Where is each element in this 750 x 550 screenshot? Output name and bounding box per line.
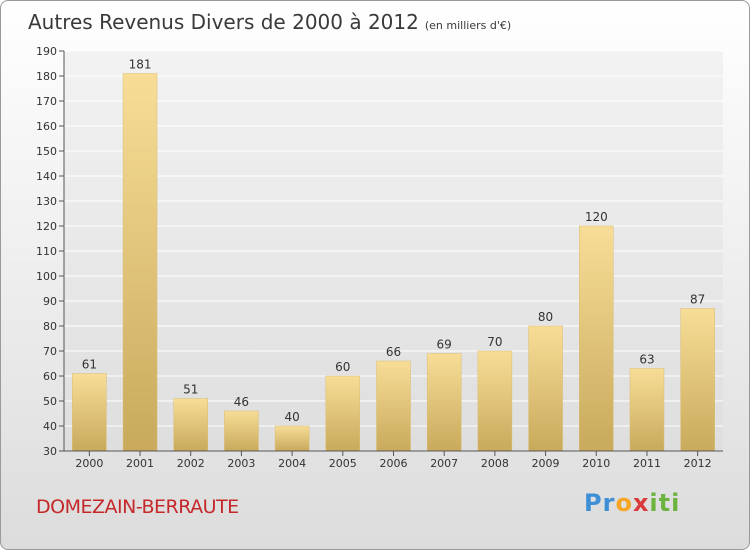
x-tick-label-2005: 2005 <box>329 457 357 470</box>
bar-2002 <box>173 398 208 452</box>
y-tick-label: 60 <box>43 370 57 383</box>
data-label-2000: 61 <box>82 358 97 372</box>
logo-letter: i <box>649 489 659 517</box>
bar-2006 <box>376 360 411 452</box>
bar-2001 <box>122 73 158 452</box>
y-tick-label: 140 <box>36 170 57 183</box>
x-tick-label-2009: 2009 <box>532 457 560 470</box>
data-label-2002: 51 <box>183 383 198 397</box>
bar-2009 <box>528 325 563 452</box>
data-label-2010: 120 <box>585 210 608 224</box>
y-tick-label: 70 <box>43 345 57 358</box>
logo-letter: o <box>615 489 633 517</box>
x-tick-label-2008: 2008 <box>481 457 509 470</box>
y-tick-label: 130 <box>36 195 57 208</box>
data-label-2007: 69 <box>437 338 452 352</box>
x-tick-label-2007: 2007 <box>430 457 458 470</box>
y-tick-label: 160 <box>36 120 57 133</box>
bar-2003 <box>224 410 259 452</box>
bar-2008 <box>477 350 513 452</box>
logo-letter: P <box>584 489 603 517</box>
bar-2007 <box>426 353 462 452</box>
y-tick-label: 90 <box>43 295 57 308</box>
y-tick-label: 170 <box>36 95 57 108</box>
y-tick-label: 150 <box>36 145 57 158</box>
y-tick-label: 110 <box>36 245 57 258</box>
y-tick-label: 40 <box>43 420 57 433</box>
data-label-2006: 66 <box>386 345 401 359</box>
y-tick-label: 80 <box>43 320 57 333</box>
data-label-2009: 80 <box>538 310 553 324</box>
logo-letter: t <box>658 489 672 517</box>
y-tick-label: 100 <box>36 270 57 283</box>
logo-letter: r <box>602 489 616 517</box>
x-tick-label-2002: 2002 <box>177 457 205 470</box>
x-tick-label-2003: 2003 <box>227 457 255 470</box>
data-label-2008: 70 <box>487 335 502 349</box>
data-label-2004: 40 <box>284 410 299 424</box>
y-tick-label: 50 <box>43 395 57 408</box>
x-tick-label-2011: 2011 <box>633 457 661 470</box>
y-tick-label: 190 <box>36 45 57 58</box>
bar-2004 <box>274 425 310 452</box>
bar-2005 <box>325 375 361 452</box>
y-tick-label: 30 <box>43 445 57 458</box>
y-tick-label: 180 <box>36 70 57 83</box>
logo-letter: x <box>632 489 650 517</box>
data-label-2012: 87 <box>690 293 705 307</box>
y-tick-label: 120 <box>36 220 57 233</box>
x-tick-label-2010: 2010 <box>582 457 610 470</box>
data-label-2005: 60 <box>335 360 350 374</box>
chart-title-main: Autres Revenus Divers de 2000 à 2012 <box>28 10 419 34</box>
bar-2000 <box>72 373 107 452</box>
data-label-2011: 63 <box>639 353 654 367</box>
logo-letter: i <box>671 489 681 517</box>
bar-2011 <box>629 368 665 452</box>
x-tick-label-2006: 2006 <box>380 457 408 470</box>
x-tick-label-2000: 2000 <box>75 457 103 470</box>
chart-title-unit: (en milliers d'€) <box>424 19 512 32</box>
data-label-2001: 181 <box>129 58 152 72</box>
bar-2010 <box>579 225 614 452</box>
bar-chart: 61 181 51 46 40 60 66 69 70 80 120 63 87 30 40 50 60 70 8… <box>36 45 723 470</box>
x-tick-label-2004: 2004 <box>278 457 306 470</box>
chart-title: Autres Revenus Divers de 2000 à 2012 (en … <box>28 10 511 34</box>
x-tick-label-2012: 2012 <box>684 457 712 470</box>
bar-2012 <box>680 308 715 452</box>
x-tick-label-2001: 2001 <box>126 457 154 470</box>
proxiti-logo: Proxiti <box>584 489 680 517</box>
data-label-2003: 46 <box>234 395 249 409</box>
place-name: DOMEZAIN-BERRAUTE <box>36 496 239 518</box>
